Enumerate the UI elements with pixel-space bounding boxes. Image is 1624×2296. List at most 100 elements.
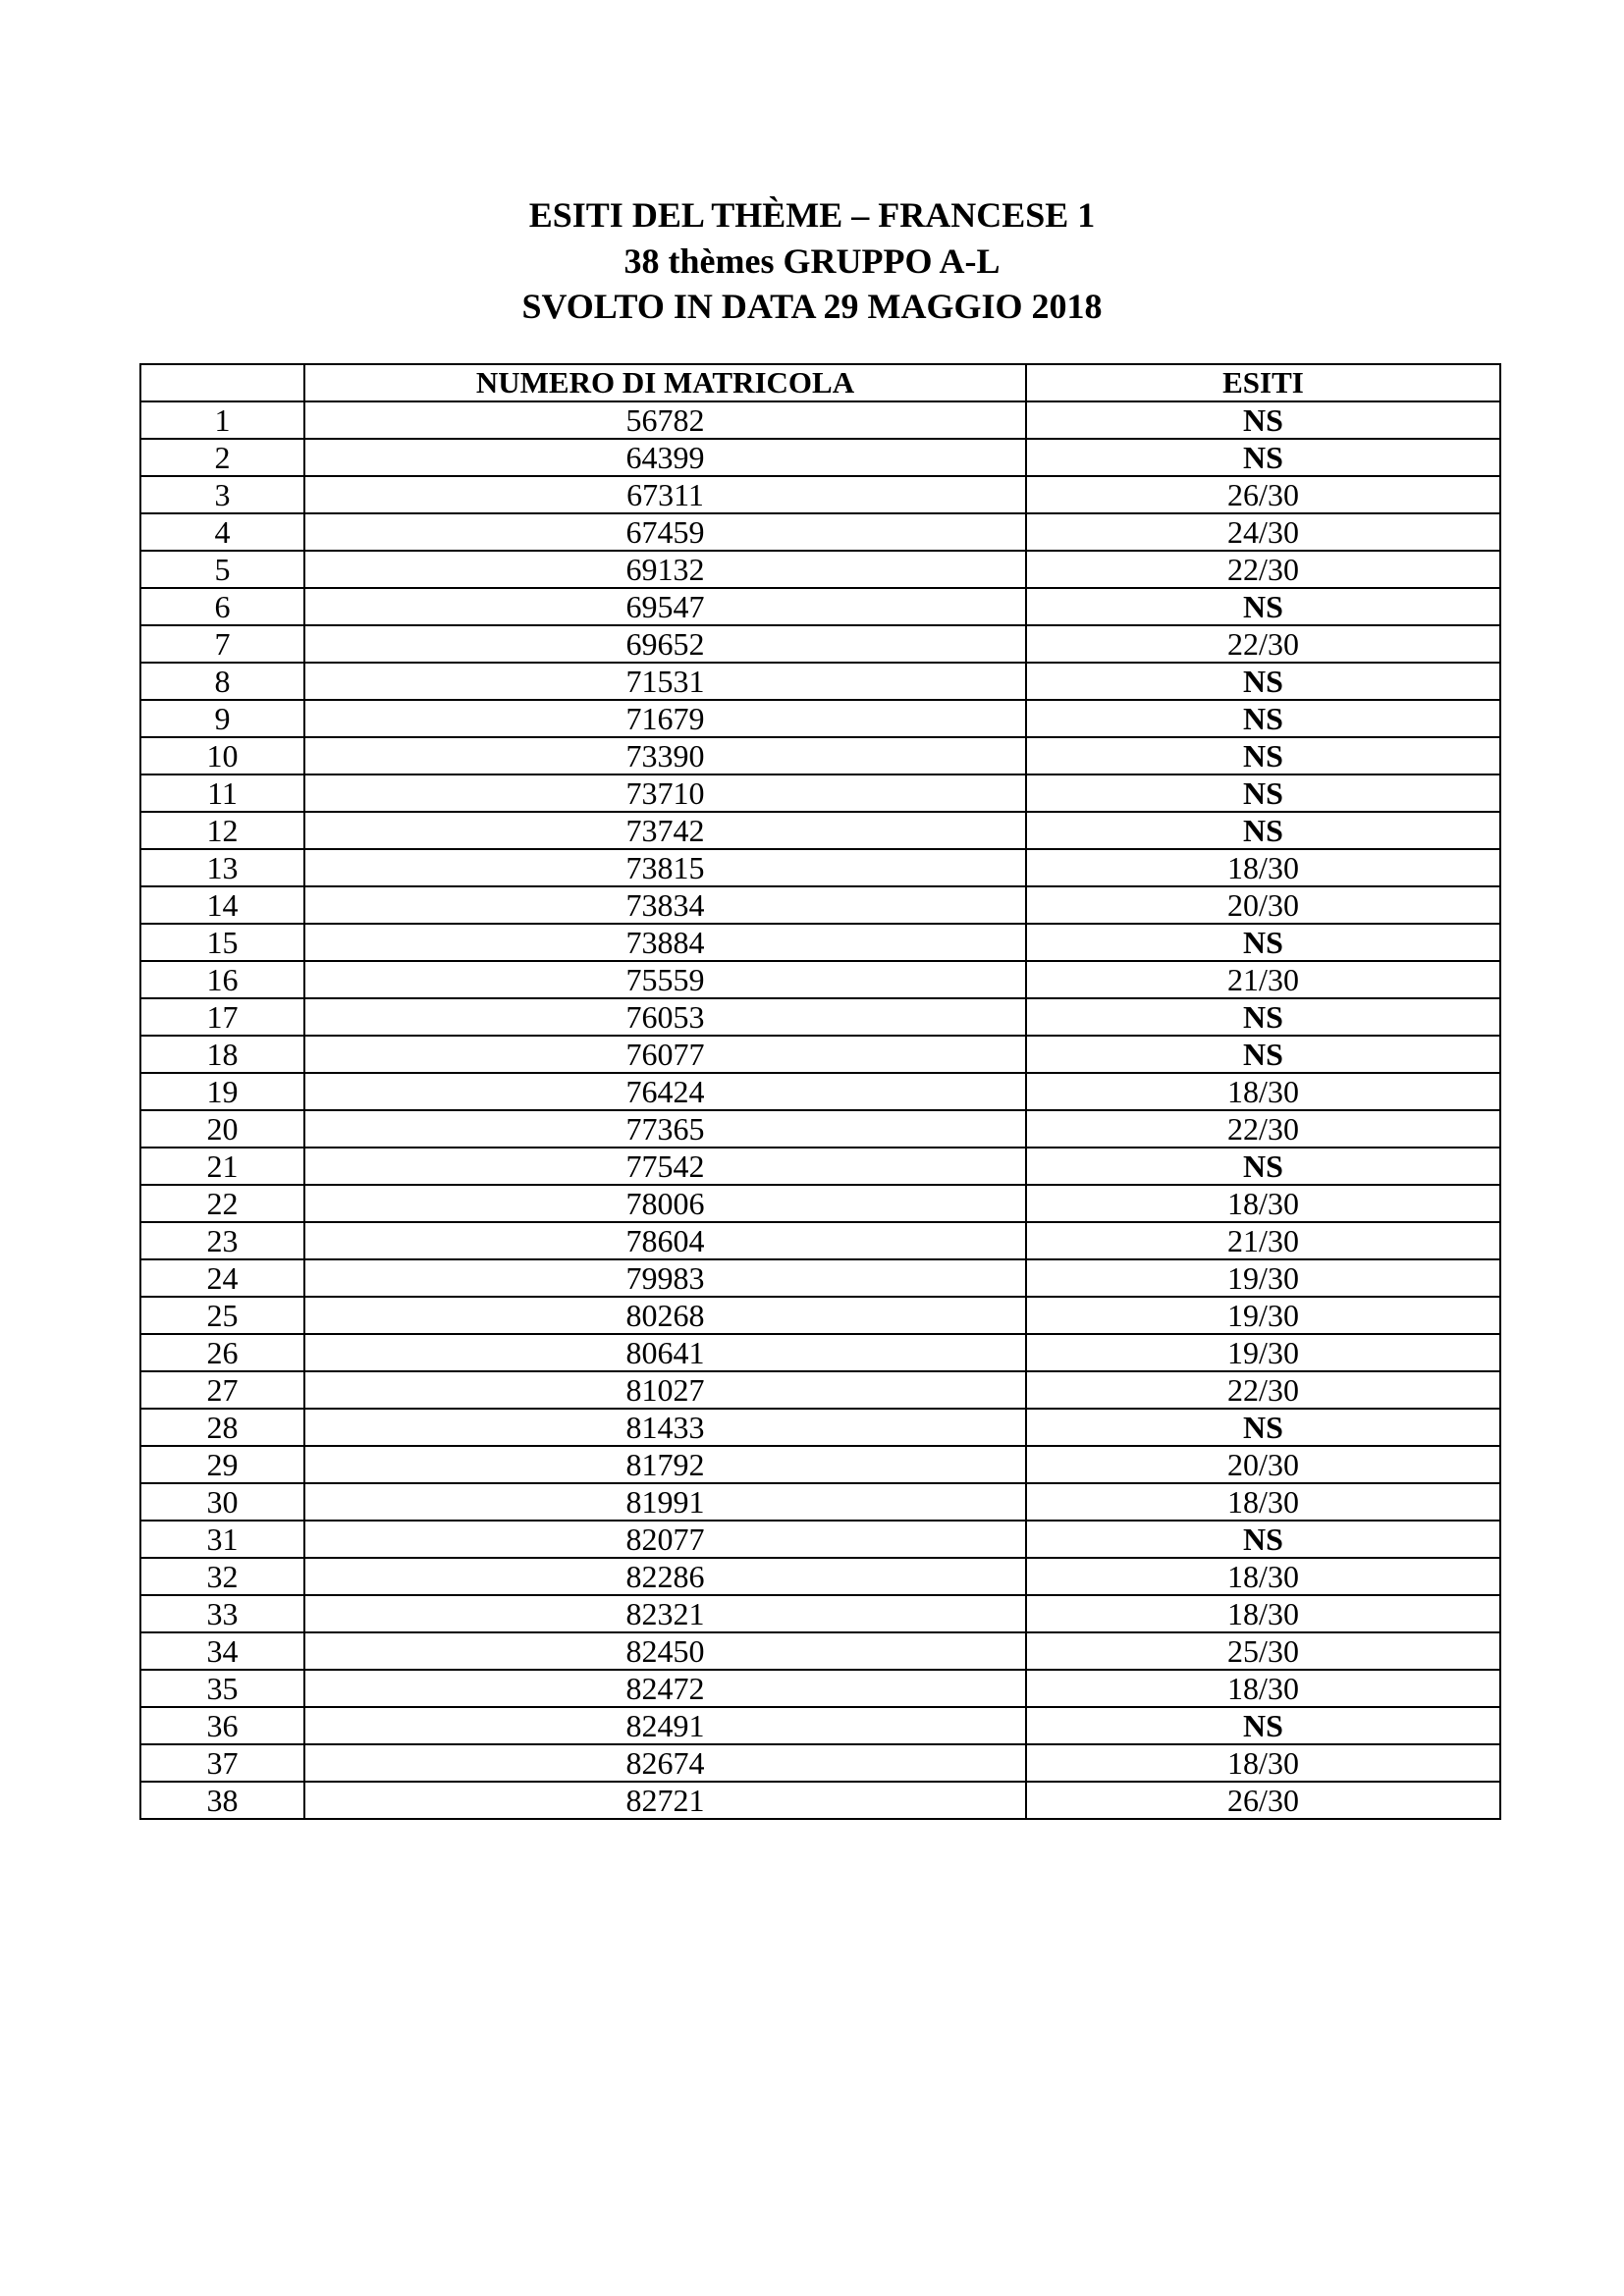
esito-cell: NS	[1025, 1706, 1501, 1745]
esito-cell: 18/30	[1025, 1184, 1501, 1223]
esito-cell: 22/30	[1025, 550, 1501, 589]
row-number: 29	[139, 1445, 305, 1484]
table-row: 27 81027 22/30	[139, 1370, 1501, 1410]
row-number: 7	[139, 624, 305, 664]
esito-cell: NS	[1025, 1147, 1501, 1186]
header-esiti: ESITI	[1025, 363, 1501, 402]
esito-cell: 19/30	[1025, 1258, 1501, 1298]
matricola-cell: 80268	[303, 1296, 1027, 1335]
matricola-cell: 80641	[303, 1333, 1027, 1372]
matricola-cell: 81792	[303, 1445, 1027, 1484]
table-row: 12 73742 NS	[139, 811, 1501, 850]
matricola-cell: 73710	[303, 774, 1027, 813]
row-number: 18	[139, 1035, 305, 1074]
esito-cell: 26/30	[1025, 1781, 1501, 1820]
row-number: 5	[139, 550, 305, 589]
row-number: 12	[139, 811, 305, 850]
matricola-cell: 79983	[303, 1258, 1027, 1298]
results-table: NUMERO DI MATRICOLA ESITI 1 56782 NS 2 64399…	[139, 363, 1501, 1820]
matricola-cell: 77542	[303, 1147, 1027, 1186]
table-row: 38 82721 26/30	[139, 1781, 1501, 1820]
row-number: 13	[139, 848, 305, 887]
matricola-cell: 82472	[303, 1669, 1027, 1708]
esito-cell: NS	[1025, 1520, 1501, 1559]
matricola-cell: 73390	[303, 736, 1027, 775]
row-number: 9	[139, 699, 305, 738]
esito-cell: 22/30	[1025, 1370, 1501, 1410]
matricola-cell: 82321	[303, 1594, 1027, 1633]
row-number: 27	[139, 1370, 305, 1410]
matricola-cell: 82721	[303, 1781, 1027, 1820]
matricola-cell: 73742	[303, 811, 1027, 850]
esito-cell: 22/30	[1025, 1109, 1501, 1148]
table-row: 13 73815 18/30	[139, 848, 1501, 887]
row-number: 36	[139, 1706, 305, 1745]
row-number: 35	[139, 1669, 305, 1708]
esito-cell: 20/30	[1025, 1445, 1501, 1484]
table-row: 30 81991 18/30	[139, 1482, 1501, 1522]
table-row: 34 82450 25/30	[139, 1631, 1501, 1671]
matricola-cell: 78006	[303, 1184, 1027, 1223]
esito-cell: 21/30	[1025, 960, 1501, 999]
esito-cell: 19/30	[1025, 1333, 1501, 1372]
document-title: ESITI DEL THÈME – FRANCESE 1 38 thèmes G…	[0, 192, 1624, 330]
title-line-1: ESITI DEL THÈME – FRANCESE 1	[528, 195, 1096, 235]
table-row: 18 76077 NS	[139, 1035, 1501, 1074]
row-number: 24	[139, 1258, 305, 1298]
table-row: 29 81792 20/30	[139, 1445, 1501, 1484]
esito-cell: 25/30	[1025, 1631, 1501, 1671]
table-header-row: NUMERO DI MATRICOLA ESITI	[139, 363, 1501, 402]
row-number: 26	[139, 1333, 305, 1372]
matricola-cell: 67311	[303, 475, 1027, 514]
matricola-cell: 82491	[303, 1706, 1027, 1745]
esito-cell: NS	[1025, 662, 1501, 701]
row-number: 34	[139, 1631, 305, 1671]
row-number: 10	[139, 736, 305, 775]
title-line-2: 38 thèmes GRUPPO A-L	[623, 240, 1001, 281]
table-row: 4 67459 24/30	[139, 512, 1501, 552]
matricola-cell: 77365	[303, 1109, 1027, 1148]
table-row: 1 56782 NS	[139, 400, 1501, 440]
table-row: 8 71531 NS	[139, 662, 1501, 701]
row-number: 21	[139, 1147, 305, 1186]
matricola-cell: 81027	[303, 1370, 1027, 1410]
matricola-cell: 64399	[303, 438, 1027, 477]
table-row: 9 71679 NS	[139, 699, 1501, 738]
title-line-3: SVOLTO IN DATA 29 MAGGIO 2018	[521, 287, 1103, 326]
matricola-cell: 73834	[303, 885, 1027, 925]
row-number: 33	[139, 1594, 305, 1633]
table-row: 14 73834 20/30	[139, 885, 1501, 925]
row-number: 22	[139, 1184, 305, 1223]
table-row: 10 73390 NS	[139, 736, 1501, 775]
matricola-cell: 82286	[303, 1557, 1027, 1596]
table-row: 6 69547 NS	[139, 587, 1501, 626]
table-row: 26 80641 19/30	[139, 1333, 1501, 1372]
esito-cell: 18/30	[1025, 1669, 1501, 1708]
matricola-cell: 82077	[303, 1520, 1027, 1559]
row-number: 30	[139, 1482, 305, 1522]
matricola-cell: 76077	[303, 1035, 1027, 1074]
row-number: 14	[139, 885, 305, 925]
table-row: 32 82286 18/30	[139, 1557, 1501, 1596]
table-row: 21 77542 NS	[139, 1147, 1501, 1186]
esito-cell: 18/30	[1025, 1743, 1501, 1783]
matricola-cell: 67459	[303, 512, 1027, 552]
matricola-cell: 82674	[303, 1743, 1027, 1783]
matricola-cell: 76424	[303, 1072, 1027, 1111]
table-row: 36 82491 NS	[139, 1706, 1501, 1745]
table-row: 11 73710 NS	[139, 774, 1501, 813]
header-index	[139, 363, 305, 402]
esito-cell: 18/30	[1025, 848, 1501, 887]
table-row: 35 82472 18/30	[139, 1669, 1501, 1708]
row-number: 6	[139, 587, 305, 626]
row-number: 37	[139, 1743, 305, 1783]
matricola-cell: 56782	[303, 400, 1027, 440]
table-row: 19 76424 18/30	[139, 1072, 1501, 1111]
esito-cell: NS	[1025, 811, 1501, 850]
row-number: 16	[139, 960, 305, 999]
esito-cell: NS	[1025, 1408, 1501, 1447]
row-number: 32	[139, 1557, 305, 1596]
table-row: 15 73884 NS	[139, 923, 1501, 962]
table-row: 25 80268 19/30	[139, 1296, 1501, 1335]
esito-cell: NS	[1025, 736, 1501, 775]
